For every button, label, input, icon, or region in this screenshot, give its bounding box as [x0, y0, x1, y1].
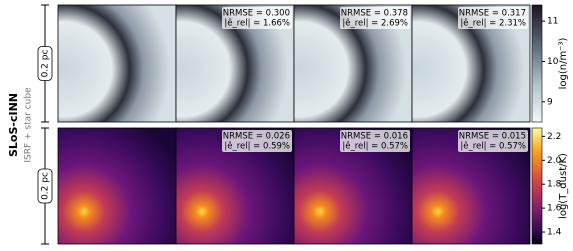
colorbar [531, 127, 543, 245]
nrmse: NRMSE = 0.300 [223, 9, 290, 19]
nrmse: NRMSE = 0.026 [223, 132, 290, 142]
scale-label: 0.2 pc [41, 172, 51, 200]
metric-box [222, 130, 292, 152]
erel: |ê_rel| = 0.57% [460, 141, 526, 152]
erel: |ê_rel| = 2.69% [342, 18, 408, 29]
colorbar [531, 4, 543, 123]
tick-label: 1.6 [547, 204, 562, 214]
colorbar-label: log(n/m⁻³) [558, 38, 569, 90]
image-panel [57, 127, 177, 245]
metric-box [340, 7, 410, 29]
scale-box [37, 168, 53, 204]
model-title: SLoS-cINN [7, 93, 20, 157]
tick-label: 10 [547, 57, 559, 67]
image-panel [57, 4, 177, 123]
tick-label: 11 [547, 17, 558, 27]
nrmse: NRMSE = 0.378 [341, 9, 408, 19]
metric-box [458, 7, 528, 29]
tick-label: 9 [547, 97, 553, 107]
scale-label: 0.2 pc [41, 50, 51, 78]
metric-box [222, 7, 292, 29]
erel: |ê_rel| = 1.66% [224, 18, 290, 29]
nrmse: NRMSE = 0.317 [459, 9, 526, 19]
model-subtitle: ISRF + star cube [24, 87, 34, 163]
metric-box [458, 130, 528, 152]
tick-label: 1.8 [547, 180, 562, 190]
nrmse: NRMSE = 0.016 [341, 132, 408, 142]
erel: |ê_rel| = 0.59% [224, 141, 290, 152]
scale-box [37, 46, 53, 81]
tick-label: 1.4 [547, 228, 562, 238]
tick-label: 2.2 [547, 132, 561, 142]
colorbar-label: log(T_dust/K) [558, 153, 569, 219]
nrmse: NRMSE = 0.015 [459, 132, 526, 142]
tick-label: 2.0 [547, 156, 562, 166]
erel: |ê_rel| = 0.57% [342, 141, 408, 152]
erel: |ê_rel| = 2.31% [460, 18, 526, 29]
metric-box [340, 130, 410, 152]
